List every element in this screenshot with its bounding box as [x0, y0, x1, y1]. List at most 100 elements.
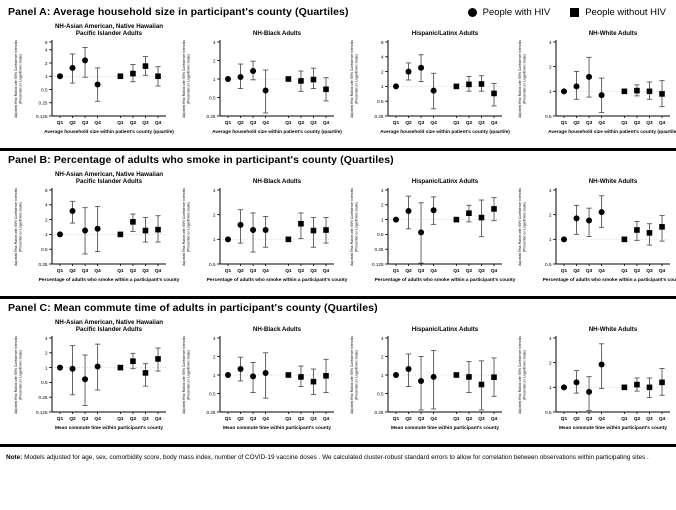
x-axis-title: Percentage of adults who smoke within a … [39, 277, 180, 283]
data-point [155, 215, 161, 243]
y-tick-label: 1 [549, 385, 552, 390]
y-axis-title-sub: (Presented on Logarithmic Scale) [19, 202, 23, 252]
y-axis-title-sub: (Presented on Logarithmic Scale) [187, 350, 191, 400]
pwh-circle-marker [573, 215, 580, 222]
y-axis-title: Adjusted Risk Ratios with 95% Confidence… [182, 40, 186, 118]
forest-plot: NH-Black Adults 4 2 1 0.5 0.25 Q1 Q2 Q3 Q4 Q1 Q2 Q3 Q… [182, 326, 334, 431]
chart-title: NH-Black Adults [253, 30, 302, 37]
pwh-circle-marker [418, 229, 425, 236]
x-tick-label: Q2 [69, 268, 76, 274]
panel-divider [0, 444, 676, 447]
data-point [560, 384, 567, 391]
y-tick-label: 0.5 [41, 87, 48, 92]
x-tick-label: Q4 [94, 120, 101, 126]
data-point [310, 67, 317, 89]
x-tick-label: Q2 [405, 416, 412, 422]
data-point [430, 350, 437, 410]
x-tick-label: Q1 [453, 416, 460, 422]
data-point [598, 77, 605, 114]
y-tick-label: 0.25 [39, 101, 48, 106]
x-tick-label: Q1 [561, 120, 568, 126]
x-tick-label: Q3 [142, 120, 149, 126]
pwh-circle-marker [430, 87, 437, 94]
x-tick-label: Q3 [310, 120, 317, 126]
x-tick-label: Q4 [659, 416, 666, 422]
y-tick-label: 4 [45, 336, 48, 341]
x-tick-label: Q4 [94, 416, 101, 422]
y-tick-label: 1 [213, 373, 216, 378]
figure-header: Panel A: Average household size in parti… [0, 0, 676, 18]
y-axis-title-sub: (Presented on Logarithmic Scale) [523, 54, 527, 104]
panel-a-title: Panel A: Average household size in parti… [8, 6, 349, 18]
x-axis-title: Average household size within patient's … [44, 129, 174, 135]
x-tick-label: Q3 [310, 268, 317, 274]
data-point [634, 84, 640, 97]
x-tick-label: Q4 [491, 416, 498, 422]
data-point [405, 195, 412, 230]
x-tick-label: Q1 [393, 120, 400, 126]
x-tick-label: Q1 [117, 416, 124, 422]
x-tick-label: Q4 [491, 120, 498, 126]
data-point [69, 53, 76, 84]
pwh-circle-marker [82, 57, 89, 64]
pwoh-square-marker [310, 378, 317, 385]
pwh-circle-marker [56, 364, 63, 371]
y-tick-label: 4 [381, 188, 384, 193]
pwoh-square-marker [130, 219, 136, 225]
pwoh-square-marker [621, 384, 628, 391]
data-point [453, 216, 460, 223]
data-point [262, 352, 269, 399]
data-point [392, 216, 399, 223]
y-tick-label: 1 [45, 232, 48, 237]
y-tick-label: 0.25 [39, 262, 48, 267]
legend-item-pwh: People with HIV [467, 7, 550, 18]
y-tick-label: 8 [381, 40, 384, 45]
pwh-circle-marker [94, 363, 101, 370]
data-point [392, 372, 399, 378]
y-tick-label: 0.5 [545, 410, 552, 415]
pwoh-square-marker [634, 87, 640, 94]
pwh-circle-marker [598, 92, 605, 99]
x-tick-label: Q3 [646, 268, 653, 274]
y-tick-label: 4 [213, 188, 216, 193]
x-tick-label: Q4 [323, 120, 330, 126]
pwoh-square-marker [117, 364, 124, 371]
pwoh-square-marker [310, 227, 317, 234]
x-tick-label: Q1 [57, 120, 64, 126]
panel-b-charts: NH-Asian American, Native Hawaiian Pacifi… [0, 166, 676, 294]
data-point [491, 357, 497, 397]
data-point [430, 196, 437, 225]
pwoh-square-marker [155, 356, 161, 362]
chart-title: Hispanic/Latinx Adults [412, 326, 479, 333]
x-tick-label: Q4 [323, 268, 330, 274]
y-axis-title-sub: (Presented on Logarithmic Scale) [355, 54, 359, 104]
data-point [237, 209, 244, 244]
x-tick-label: Q2 [69, 120, 76, 126]
data-point [56, 364, 63, 371]
data-point [117, 364, 124, 371]
forest-plot-cell: NH-Black Adults 4 2 1 0.5 Q1 Q2 Q3 Q4 Q1 Q2 Q3 Q4 Per… [178, 168, 348, 294]
data-point [155, 347, 161, 372]
data-point [491, 82, 497, 107]
x-tick-label: Q3 [250, 268, 257, 274]
x-tick-label: Q1 [117, 268, 124, 274]
panel-c-title: Panel C: Mean commute time of adults in … [8, 302, 378, 314]
y-tick-label: 2 [45, 217, 48, 222]
y-tick-label: 2 [213, 354, 216, 359]
data-point [418, 54, 425, 83]
data-point [117, 231, 124, 238]
x-tick-label: Q4 [155, 416, 162, 422]
x-tick-label: Q3 [142, 416, 149, 422]
x-tick-label: Q1 [393, 416, 400, 422]
x-tick-label: Q4 [155, 268, 162, 274]
forest-plot-cell: Hispanic/Latinx Adults 8 4 2 1 0.5 0.25 Q1 Q2 Q3 Q… [346, 20, 510, 146]
y-tick-label: 0.125 [36, 410, 48, 415]
y-tick-label: 4 [549, 336, 552, 341]
y-tick-label: 4 [381, 336, 384, 341]
forest-plot-cell: NH-White Adults 4 2 1 0.5 Q1 Q2 Q3 Q4 Q1 Q2 Q3 Q4 Ave… [514, 20, 676, 146]
pwh-circle-marker [237, 221, 244, 228]
data-point [418, 356, 425, 411]
pwoh-square-marker [155, 73, 161, 80]
pwoh-square-marker [155, 226, 161, 233]
forest-plot: NH-Black Adults 4 2 1 0.5 Q1 Q2 Q3 Q4 Q1 Q2 Q3 Q4 Per… [182, 178, 348, 283]
